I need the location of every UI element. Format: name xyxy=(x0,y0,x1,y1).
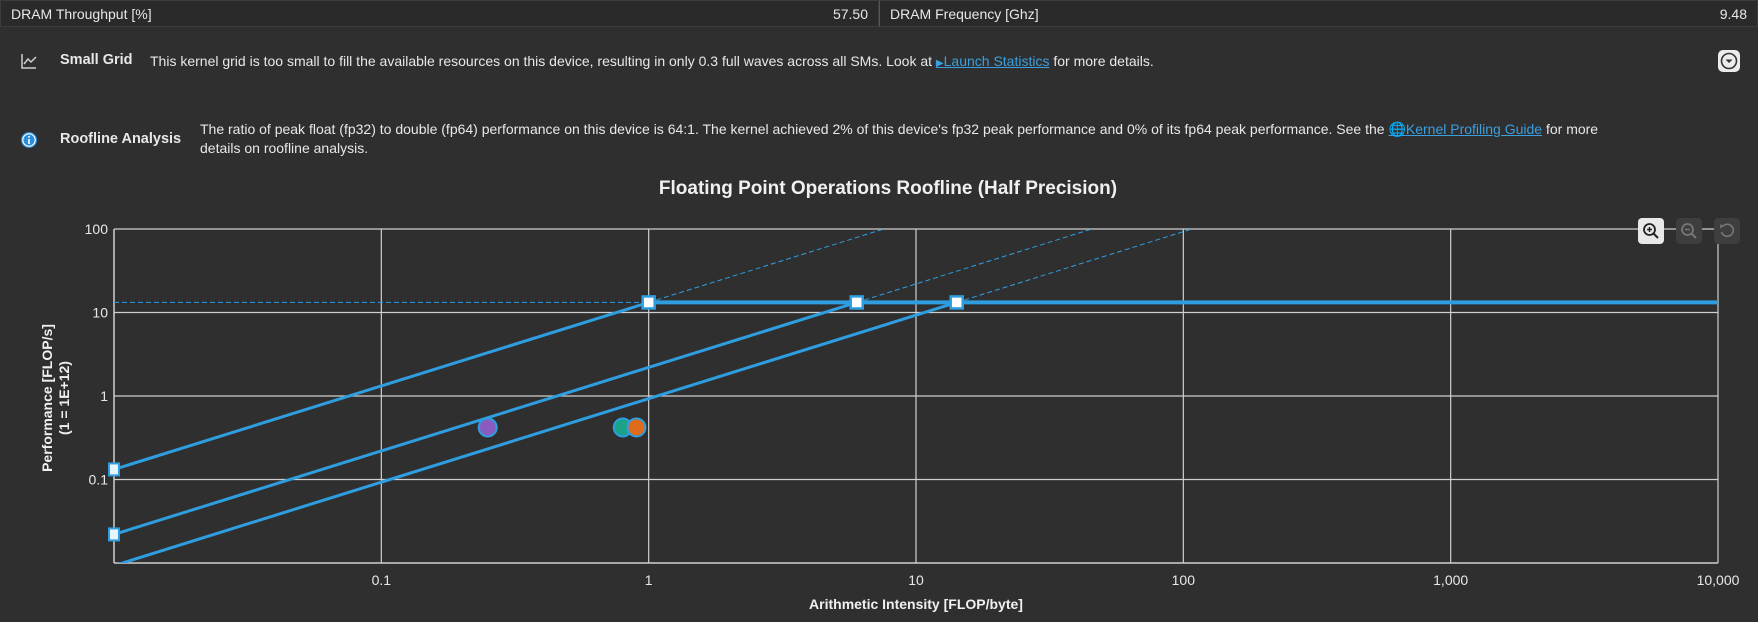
ridge-point-marker xyxy=(849,295,864,310)
chart-line-icon xyxy=(21,54,37,69)
bandwidth-roof xyxy=(114,301,858,536)
y-tick-label: 100 xyxy=(85,221,109,237)
roofline-endpoint-marker xyxy=(108,462,120,477)
info-icon xyxy=(21,132,37,148)
x-tick-label: 10,000 xyxy=(1697,572,1740,588)
chart-title: Floating Point Operations Roofline (Half… xyxy=(659,178,1117,199)
y-tick-label: 0.1 xyxy=(89,472,109,488)
x-axis-label: Arithmetic Intensity [FLOP/byte] xyxy=(809,596,1023,612)
metric-dram-throughput: DRAM Throughput [%] 57.50 xyxy=(0,0,879,27)
roofline-guide-dashed xyxy=(648,229,885,303)
reset-zoom-button[interactable] xyxy=(1714,218,1740,244)
y-axis-label: Performance [FLOP/s] xyxy=(39,324,55,472)
caret-right-icon: ▶ xyxy=(935,58,944,69)
launch-statistics-link[interactable]: ▶Launch Statistics xyxy=(935,53,1050,69)
metric-label: DRAM Throughput [%] xyxy=(11,5,152,22)
metrics-bar: DRAM Throughput [%] 57.50 DRAM Frequency… xyxy=(0,0,1758,27)
metric-dram-frequency: DRAM Frequency [Ghz] 9.48 xyxy=(879,0,1758,27)
bandwidth-roof xyxy=(117,301,958,563)
x-tick-label: 10 xyxy=(908,572,924,588)
roofline-guide-dashed xyxy=(956,229,1193,303)
zoom-out-icon xyxy=(1681,223,1697,239)
roofline-endpoint-marker xyxy=(108,527,120,542)
y-tick-label: 10 xyxy=(92,305,108,321)
x-tick-label: 1 xyxy=(645,572,653,588)
x-tick-label: 0.1 xyxy=(372,572,392,588)
bandwidth-roof xyxy=(114,301,650,471)
reset-icon xyxy=(1720,223,1735,238)
roofline-title: Roofline Analysis xyxy=(60,131,182,147)
chevron-down-circle-icon[interactable] xyxy=(1718,50,1740,72)
roofline-text: The ratio of peak float (fp32) to double… xyxy=(200,121,1599,156)
roofline-rule: Roofline Analysis The ratio of peak floa… xyxy=(0,120,1758,160)
y-axis-unit: (1 = 1E+12) xyxy=(56,361,72,435)
ridge-point-marker xyxy=(641,295,656,310)
globe-icon: 🌐 xyxy=(1388,121,1406,137)
kernel-profiling-guide-link[interactable]: 🌐Kernel Profiling Guide xyxy=(1388,121,1543,137)
y-tick-label: 1 xyxy=(100,388,108,404)
zoom-in-button[interactable] xyxy=(1638,218,1664,244)
roofline-guide-dashed xyxy=(856,229,1094,303)
metric-label: DRAM Frequency [Ghz] xyxy=(890,5,1039,22)
zoom-out-button[interactable] xyxy=(1676,218,1702,244)
ridge-point-marker xyxy=(949,295,964,310)
metric-value: 57.50 xyxy=(832,5,868,22)
small-grid-rule: Small Grid This kernel grid is too small… xyxy=(0,50,1758,72)
achieved-point xyxy=(477,417,498,438)
x-tick-label: 100 xyxy=(1172,572,1196,588)
small-grid-title: Small Grid xyxy=(60,52,133,68)
zoom-in-icon xyxy=(1643,223,1659,239)
metric-value: 9.48 xyxy=(1719,5,1747,22)
achieved-point xyxy=(626,417,647,438)
small-grid-text: This kernel grid is too small to fill th… xyxy=(150,53,1154,69)
achieved-point xyxy=(612,417,633,438)
x-tick-label: 1,000 xyxy=(1433,572,1468,588)
